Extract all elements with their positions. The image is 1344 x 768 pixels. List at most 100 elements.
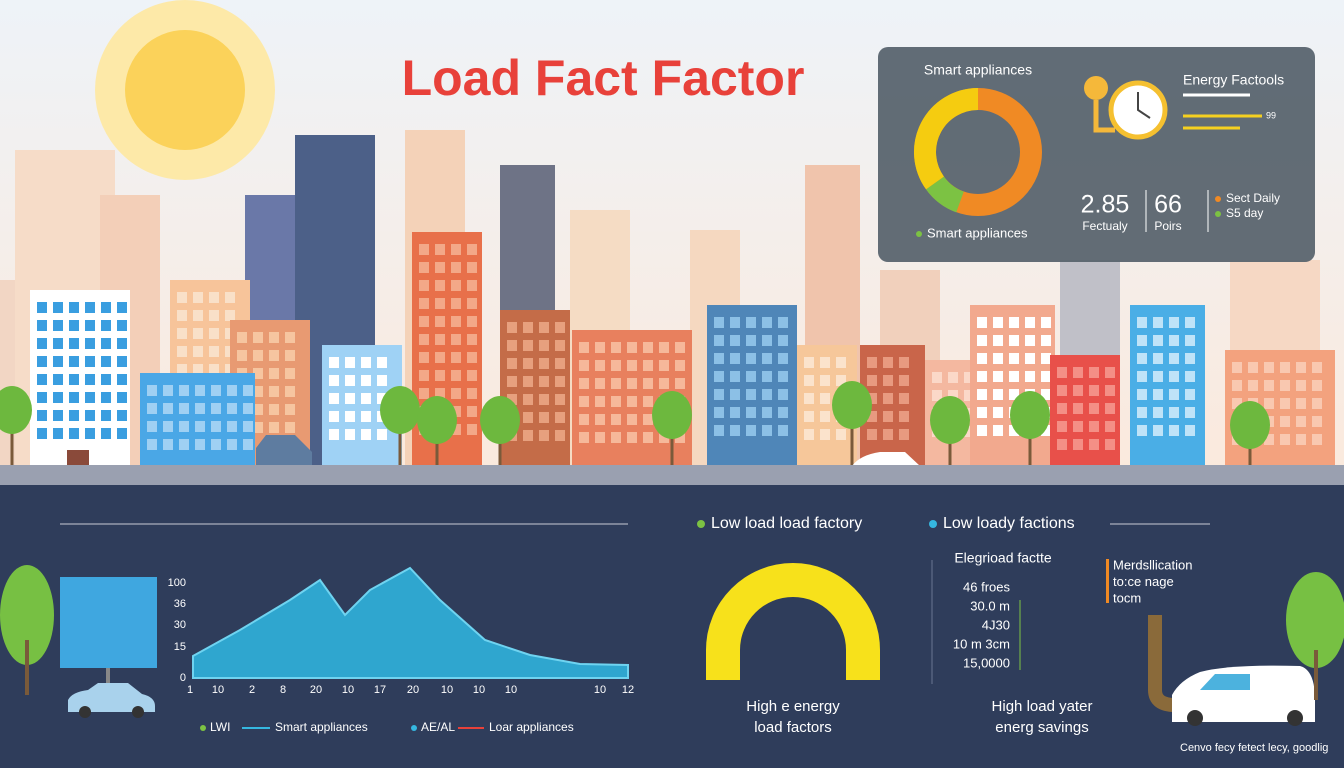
window	[804, 429, 814, 440]
window	[451, 352, 461, 363]
window	[964, 372, 974, 383]
window	[867, 357, 877, 368]
window	[451, 388, 461, 399]
list-item: 4J30	[982, 617, 1010, 632]
billboard	[60, 577, 157, 668]
y-tick-label: 30	[174, 619, 186, 631]
window	[209, 292, 219, 303]
window	[730, 317, 740, 328]
window	[993, 317, 1003, 328]
window	[101, 374, 111, 385]
window	[555, 322, 565, 333]
window	[762, 371, 772, 382]
tree	[0, 386, 32, 434]
x-tick-label: 20	[310, 684, 322, 696]
window	[964, 390, 974, 401]
window	[1073, 403, 1083, 414]
window	[993, 371, 1003, 382]
list: 46 froes 30.0 m 4J30 10 m 3cm 15,0000	[953, 579, 1011, 670]
window	[69, 302, 79, 313]
window	[762, 317, 772, 328]
window	[899, 357, 909, 368]
window	[117, 320, 127, 331]
window	[1025, 335, 1035, 346]
window	[643, 342, 653, 353]
window	[867, 375, 877, 386]
window	[285, 386, 295, 397]
list-item: 15,0000	[963, 655, 1010, 670]
savings-caption: energ savings	[995, 719, 1088, 736]
window	[932, 390, 942, 401]
list-item: 46 froes	[963, 579, 1010, 594]
window	[1153, 317, 1163, 328]
window	[179, 403, 189, 414]
tree	[380, 386, 420, 434]
van-window	[1200, 674, 1250, 690]
legend-dot	[697, 520, 705, 528]
window	[993, 407, 1003, 418]
window	[977, 335, 987, 346]
window	[1137, 335, 1147, 346]
window	[730, 353, 740, 364]
window	[1105, 421, 1115, 432]
window	[1105, 367, 1115, 378]
wheel	[1187, 710, 1203, 726]
window	[147, 403, 157, 414]
window	[193, 346, 203, 357]
title: Load Fact Factor	[402, 50, 805, 106]
window	[1009, 389, 1019, 400]
savings-caption: High load yater	[992, 698, 1093, 715]
window	[377, 375, 387, 386]
window	[253, 386, 263, 397]
x-tick-label: 10	[441, 684, 453, 696]
window	[227, 439, 237, 450]
window	[659, 378, 669, 389]
note-line: to:ce nage	[1113, 574, 1174, 589]
window	[117, 302, 127, 313]
y-tick-label: 0	[180, 672, 186, 684]
window	[179, 385, 189, 396]
window	[948, 390, 958, 401]
window	[778, 389, 788, 400]
window	[227, 421, 237, 432]
legend-dot	[916, 231, 922, 237]
clock-hands	[1137, 92, 1151, 119]
window	[964, 426, 974, 437]
window	[329, 375, 339, 386]
window	[507, 376, 517, 387]
window	[762, 335, 772, 346]
window	[37, 320, 47, 331]
window	[419, 370, 429, 381]
window	[762, 389, 772, 400]
window	[53, 320, 63, 331]
window	[762, 353, 772, 364]
window	[714, 371, 724, 382]
window	[523, 358, 533, 369]
window	[1169, 371, 1179, 382]
window	[1137, 371, 1147, 382]
legend-item: Low load load factory	[711, 515, 862, 532]
window	[195, 403, 205, 414]
window	[595, 378, 605, 389]
window	[435, 316, 445, 327]
window	[627, 432, 637, 443]
window	[1009, 371, 1019, 382]
window	[579, 342, 589, 353]
window	[253, 422, 263, 433]
window	[820, 393, 830, 404]
window	[1137, 389, 1147, 400]
window	[1137, 317, 1147, 328]
window	[1105, 439, 1115, 450]
window	[1232, 398, 1242, 409]
window	[211, 385, 221, 396]
window	[69, 428, 79, 439]
window	[539, 430, 549, 441]
window	[804, 393, 814, 404]
window	[227, 385, 237, 396]
window	[1041, 371, 1051, 382]
window	[1185, 317, 1195, 328]
bulb-wire	[1093, 100, 1115, 133]
van	[1172, 665, 1315, 722]
window	[762, 425, 772, 436]
window	[659, 342, 669, 353]
